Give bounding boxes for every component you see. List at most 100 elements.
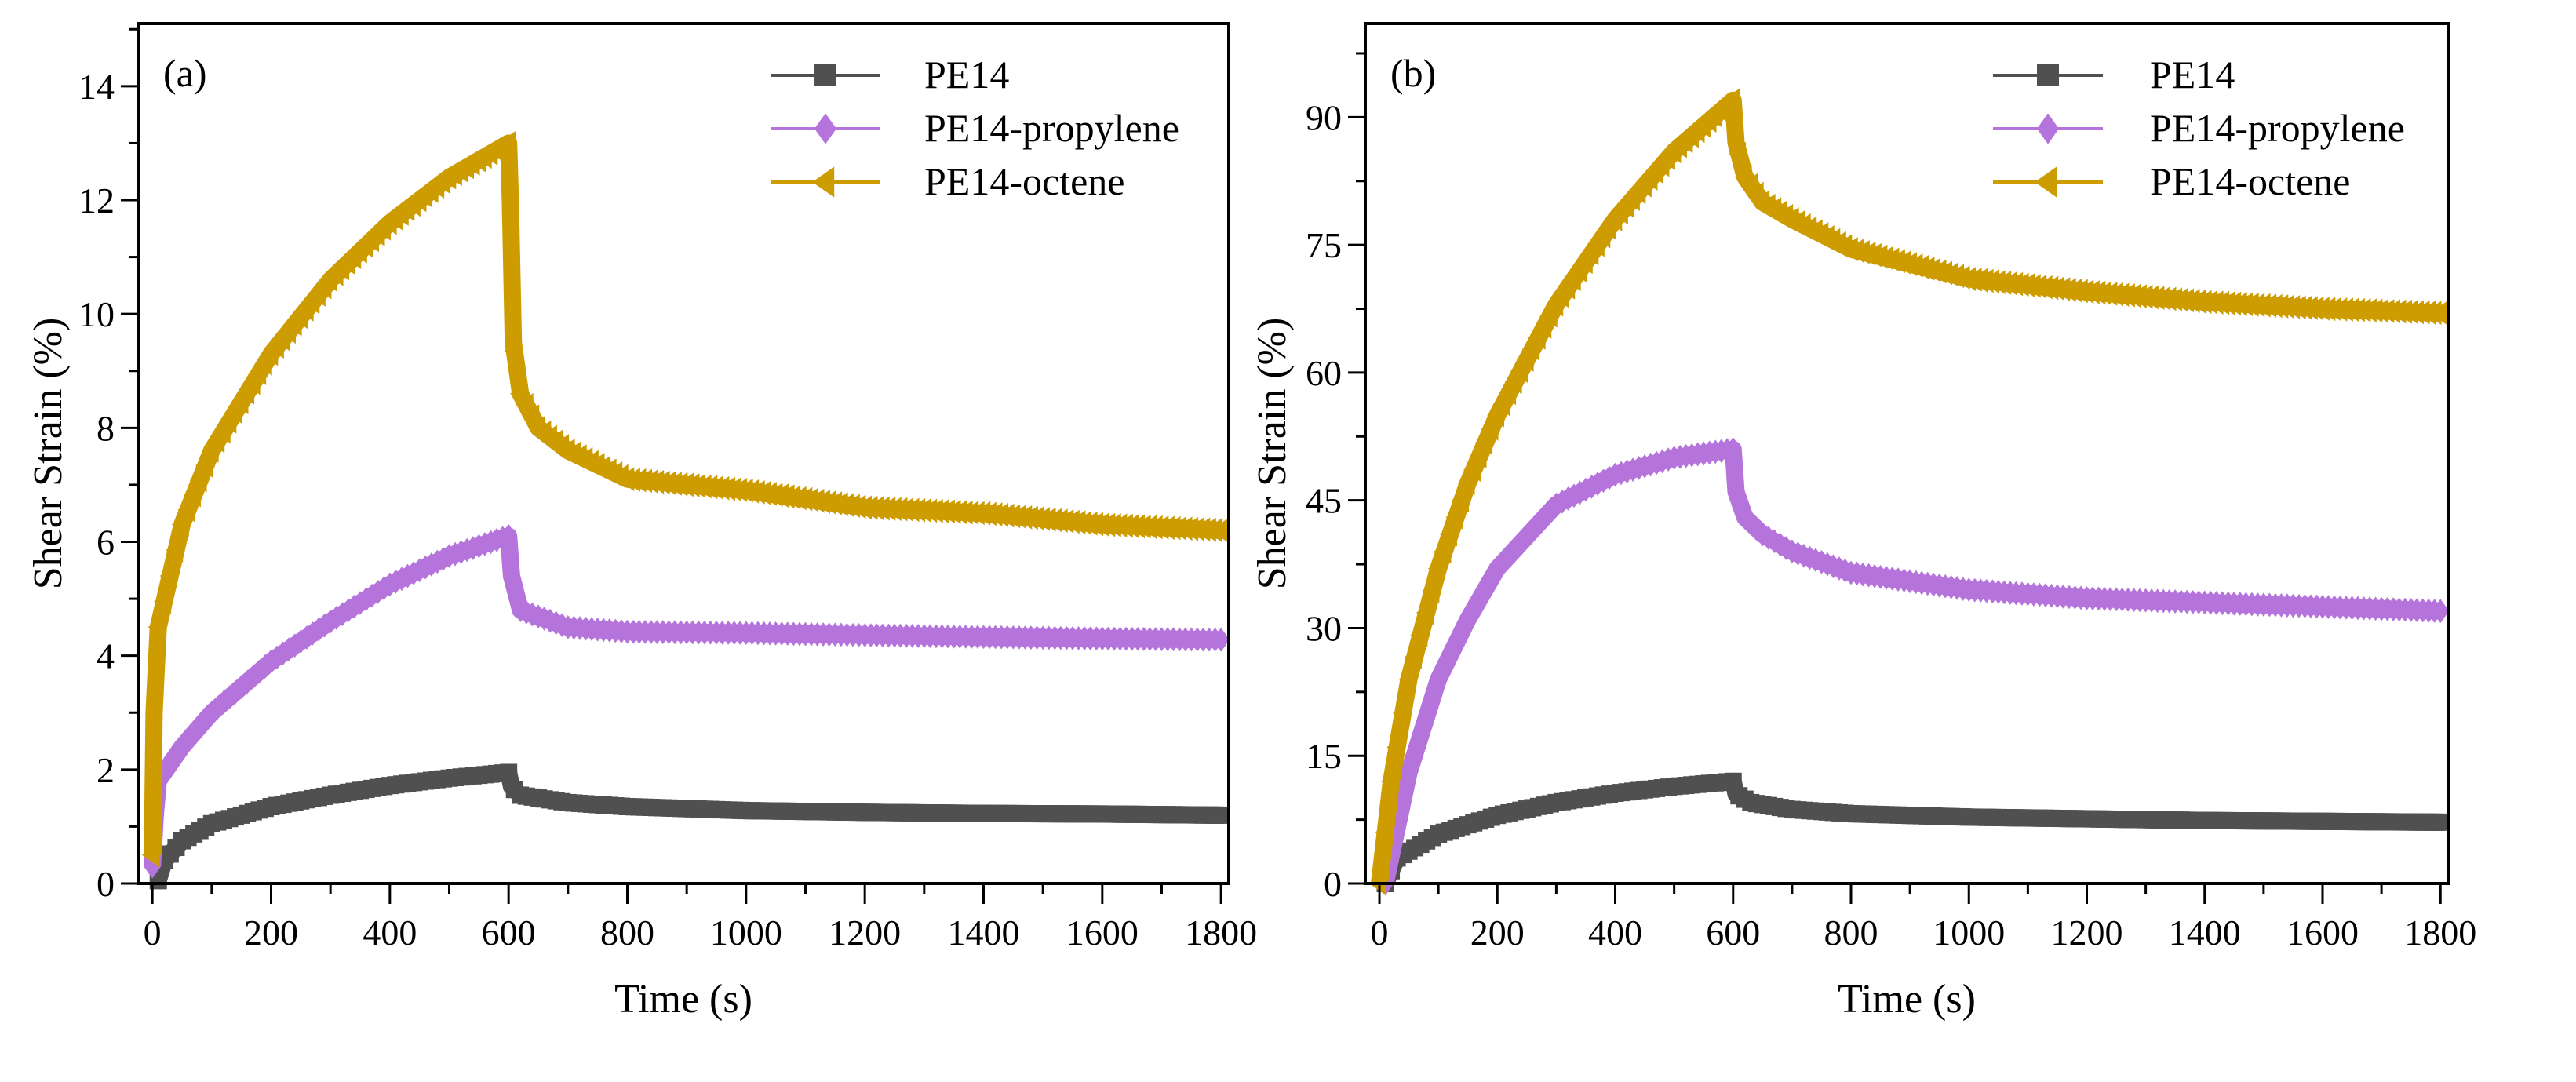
data-point [1410,622,1428,647]
data-point [1499,381,1517,406]
plot-area [141,131,1230,890]
data-point [148,614,166,639]
data-point [1427,556,1445,581]
data-point [1210,518,1228,543]
plot-frame [137,22,1230,885]
data-point [1404,644,1422,669]
data-point [195,453,213,478]
data-point [1412,723,1430,748]
data-point [505,575,523,599]
plot-frame [1364,22,2450,885]
data-point [2432,599,2450,624]
x-tick-label: 600 [482,913,536,953]
series-pe14-octene [1368,88,2448,896]
data-point [183,483,201,508]
y-tick-label: 60 [1306,353,1342,393]
x-tick-label: 1600 [1066,913,1139,953]
data-point [166,537,184,563]
data-point [1392,701,1410,726]
legend-marker-diamond [814,113,836,144]
legend-label-pe14-propylene: PE14-propylene [2150,106,2405,150]
y-tick-label: 14 [78,67,115,107]
data-point [504,338,522,363]
data-point [1445,505,1463,530]
data-point [1510,359,1528,384]
panel-b-legend: PE14 PE14-propylene PE14-octene [2150,53,2405,203]
panel-a-chart: (a) Time (s) Shear Strain (%) PE14 PE14-… [26,22,1257,1022]
panel-a-label: (a) [163,51,207,95]
data-point [516,392,534,417]
legend-label-pe14: PE14 [924,53,1009,97]
data-point [1534,314,1552,339]
data-point [1422,578,1440,603]
data-point [500,763,518,781]
data-point [189,468,207,493]
data-point [1522,337,1540,361]
data-point [2430,301,2448,326]
data-point [500,523,518,548]
data-point [1730,488,1748,513]
y-tick-label: 15 [1306,736,1342,776]
series-pe14 [149,763,1230,890]
data-point [497,131,516,155]
data-point [1528,326,1546,350]
data-point [1394,788,1412,813]
data-point [1487,403,1505,428]
y-tick-label: 8 [97,408,115,448]
x-tick-label: 0 [144,913,162,953]
y-tick-label: 0 [97,864,115,904]
data-point [1722,88,1740,113]
series-line [1371,91,2441,885]
x-tick-label: 200 [244,913,298,953]
series-pe14-propylene [144,523,1230,879]
data-point [1492,392,1510,417]
y-tick-label: 4 [97,636,115,676]
panel-b-label: (b) [1390,51,1436,95]
plot-area [1368,88,2450,896]
legend-marker-triangle-left [812,166,835,198]
data-point [1457,471,1475,496]
x-tick-label: 1000 [710,913,782,953]
data-point [177,497,195,523]
x-tick-label: 1200 [829,913,901,953]
panel-a-x-axis-label: Time (s) [614,977,752,1022]
data-point [1212,806,1230,824]
series-line [144,134,1222,855]
data-point [1504,370,1522,395]
y-tick-label: 45 [1306,481,1342,521]
data-point [1539,303,1558,328]
legend-label-pe14-propylene: PE14-propylene [924,106,1179,150]
data-point [1423,686,1441,710]
legend-label-pe14-octene: PE14-octene [2150,159,2350,203]
data-point [144,854,162,879]
data-point [159,563,177,588]
data-point [1400,760,1418,785]
panel-b-y-axis-label: Shear Strain (%) [1250,318,1295,590]
data-point [1212,627,1230,652]
data-point [2432,813,2450,831]
data-point [1452,488,1470,513]
legend-marker-diamond [2037,113,2059,144]
data-point [1416,600,1434,625]
data-point [1439,522,1457,547]
panel-b-chart: (b) Time (s) Shear Strain (%) PE14 PE14-… [1250,22,2476,1022]
x-tick-label: 1200 [2050,913,2122,953]
data-point [1724,437,1742,461]
legend-marker-square [2037,64,2059,86]
legend-label-pe14-octene: PE14-octene [924,159,1124,203]
data-point [1380,769,1398,794]
data-point [141,843,159,868]
data-point [1469,443,1487,468]
y-tick-label: 2 [97,750,115,790]
data-point [1729,141,1747,166]
panel-a-legend: PE14 PE14-propylene PE14-octene [924,53,1179,203]
legend-marker-triangle-left [2035,166,2057,198]
data-point [154,589,172,614]
data-point [1406,741,1424,767]
data-point [1516,348,1534,373]
y-tick-label: 10 [78,294,115,334]
data-point [1398,667,1416,691]
y-tick-label: 12 [78,180,115,220]
x-tick-label: 600 [1706,913,1760,953]
